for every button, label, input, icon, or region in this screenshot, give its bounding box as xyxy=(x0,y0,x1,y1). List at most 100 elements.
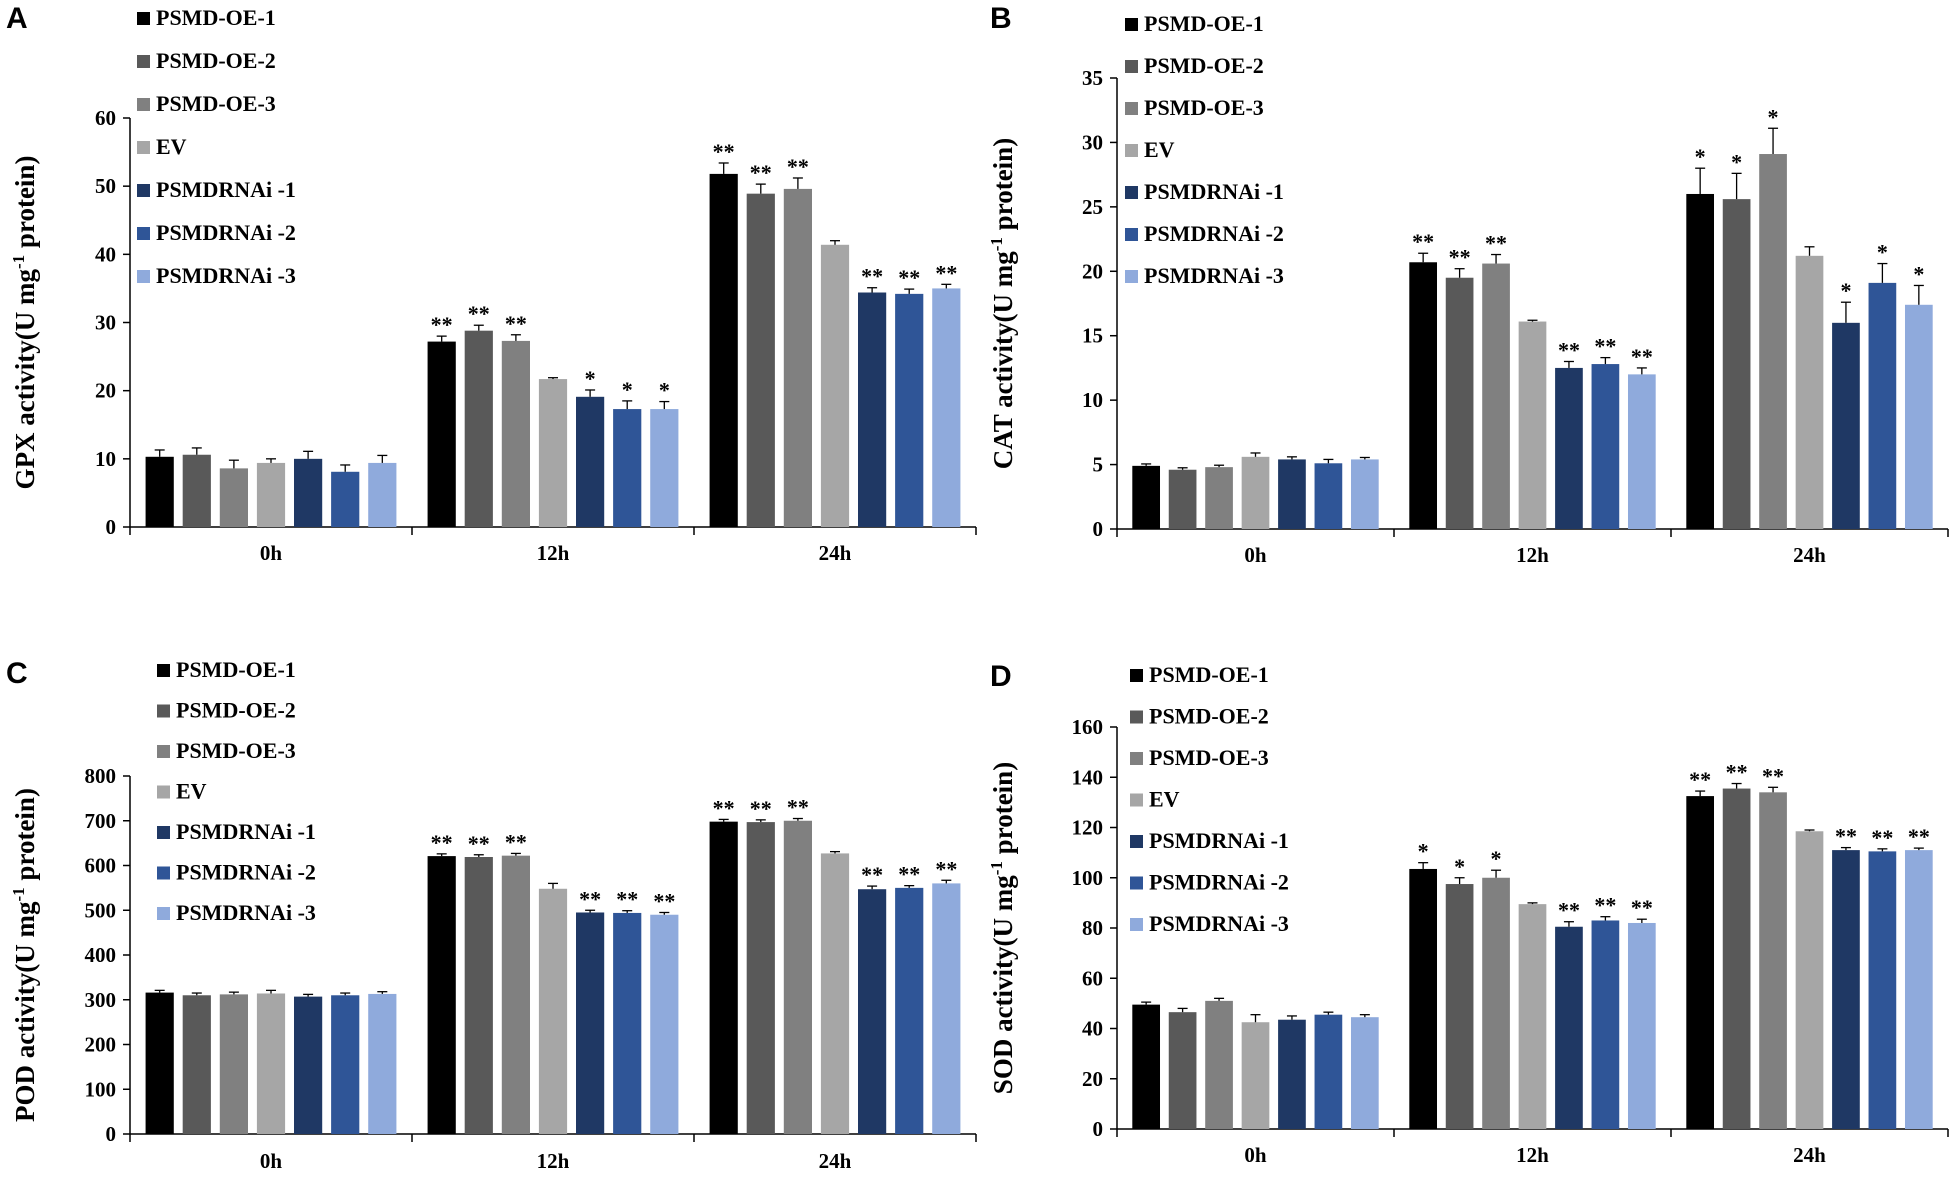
significance-label: ** xyxy=(653,888,675,913)
legend-swatch xyxy=(1130,835,1143,848)
y-tick-label: 40 xyxy=(95,242,116,266)
significance-label: ** xyxy=(616,887,638,912)
significance-label: ** xyxy=(1412,229,1434,254)
legend-swatch xyxy=(137,55,150,68)
bar xyxy=(783,820,812,1134)
legend-label: PSMDRNAi -3 xyxy=(176,900,316,925)
legend-swatch xyxy=(157,866,170,880)
bar xyxy=(1904,850,1933,1129)
significance-label: * xyxy=(659,378,670,403)
legend-swatch xyxy=(157,826,170,839)
legend-swatch xyxy=(1125,270,1138,283)
y-tick-label: 0 xyxy=(106,515,117,539)
bar xyxy=(858,292,887,527)
bar xyxy=(1795,255,1824,529)
significance-label: * xyxy=(1491,846,1502,871)
legend-swatch xyxy=(1125,60,1138,73)
significance-label: ** xyxy=(750,796,772,821)
panel-letter: A xyxy=(6,2,28,35)
y-tick-label: 80 xyxy=(1082,916,1103,940)
significance-label: ** xyxy=(431,312,453,337)
y-tick-label: 0 xyxy=(1093,1117,1104,1141)
legend-label: PSMD-OE-3 xyxy=(176,738,296,763)
bar xyxy=(294,996,323,1134)
bar xyxy=(1278,1019,1306,1129)
y-tick-label: 100 xyxy=(1072,866,1104,890)
legend-swatch xyxy=(1130,876,1143,890)
significance-label: ** xyxy=(750,160,772,185)
significance-label: ** xyxy=(579,886,601,911)
significance-label: ** xyxy=(468,831,490,856)
bar xyxy=(1868,851,1897,1129)
legend-swatch xyxy=(1125,186,1138,199)
bar xyxy=(1350,1017,1379,1129)
bar xyxy=(294,458,323,527)
bar xyxy=(1278,459,1306,529)
x-category-label: 24h xyxy=(819,541,852,565)
significance-label: * xyxy=(585,366,596,391)
y-tick-label: 400 xyxy=(85,943,117,967)
legend-swatch xyxy=(1130,793,1143,807)
legend-label: PSMDRNAi -3 xyxy=(1144,263,1284,288)
significance-label: ** xyxy=(1871,825,1893,850)
bar xyxy=(1132,465,1161,529)
bar xyxy=(1409,262,1438,529)
x-category-label: 0h xyxy=(260,1149,283,1173)
legend-swatch xyxy=(1125,18,1138,31)
bar xyxy=(538,888,568,1134)
y-tick-label: 500 xyxy=(85,898,117,922)
bar xyxy=(895,887,924,1134)
y-tick-label: 140 xyxy=(1072,765,1104,789)
significance-label: ** xyxy=(505,829,527,854)
y-axis-title: CAT activity(U mg-1 protein) xyxy=(987,138,1018,469)
significance-label: ** xyxy=(505,311,527,336)
bar xyxy=(1832,322,1860,529)
significance-label: ** xyxy=(1449,245,1471,270)
significance-label: ** xyxy=(468,301,490,326)
x-category-label: 24h xyxy=(1793,543,1826,567)
bar xyxy=(145,456,174,527)
significance-label: ** xyxy=(713,139,735,164)
legend-swatch xyxy=(157,745,170,758)
legend-swatch xyxy=(137,270,150,283)
y-tick-label: 35 xyxy=(1082,66,1103,90)
bar xyxy=(1722,788,1751,1129)
bar xyxy=(1518,321,1547,529)
y-tick-label: 25 xyxy=(1082,195,1103,219)
bar xyxy=(464,856,493,1134)
bar xyxy=(1555,367,1583,529)
bar xyxy=(820,244,850,528)
bar xyxy=(895,293,924,527)
bar xyxy=(1482,877,1510,1129)
legend-label: PSMD-OE-1 xyxy=(1149,662,1269,687)
bar xyxy=(1759,792,1787,1129)
x-category-label: 12h xyxy=(1516,1143,1549,1167)
legend-swatch xyxy=(137,227,150,240)
x-category-label: 12h xyxy=(1516,543,1549,567)
legend-label: EV xyxy=(176,779,207,804)
panel-letter: D xyxy=(990,660,1012,693)
legend-label: PSMDRNAi -2 xyxy=(176,860,316,885)
y-tick-label: 15 xyxy=(1082,324,1103,348)
significance-label: ** xyxy=(1835,824,1857,849)
legend-swatch xyxy=(1125,102,1138,115)
legend-label: PSMD-OE-3 xyxy=(1144,95,1264,120)
y-tick-label: 300 xyxy=(85,988,117,1012)
y-tick-label: 60 xyxy=(95,106,116,130)
legend-label: PSMD-OE-2 xyxy=(156,48,276,73)
y-tick-label: 200 xyxy=(85,1033,117,1057)
bar xyxy=(709,173,738,527)
bar xyxy=(858,889,887,1134)
bar xyxy=(1686,796,1715,1129)
bar xyxy=(1591,920,1620,1129)
legend-label: EV xyxy=(1144,137,1175,162)
legend-swatch xyxy=(137,98,150,111)
legend-label: PSMD-OE-3 xyxy=(156,91,276,116)
x-category-label: 0h xyxy=(1244,543,1267,567)
y-tick-label: 160 xyxy=(1072,715,1104,739)
bar xyxy=(1132,1004,1161,1129)
y-axis-title: POD activity(U mg-1 protein) xyxy=(9,788,40,1122)
y-tick-label: 0 xyxy=(106,1122,117,1146)
bar xyxy=(576,912,605,1134)
bar xyxy=(501,340,530,527)
